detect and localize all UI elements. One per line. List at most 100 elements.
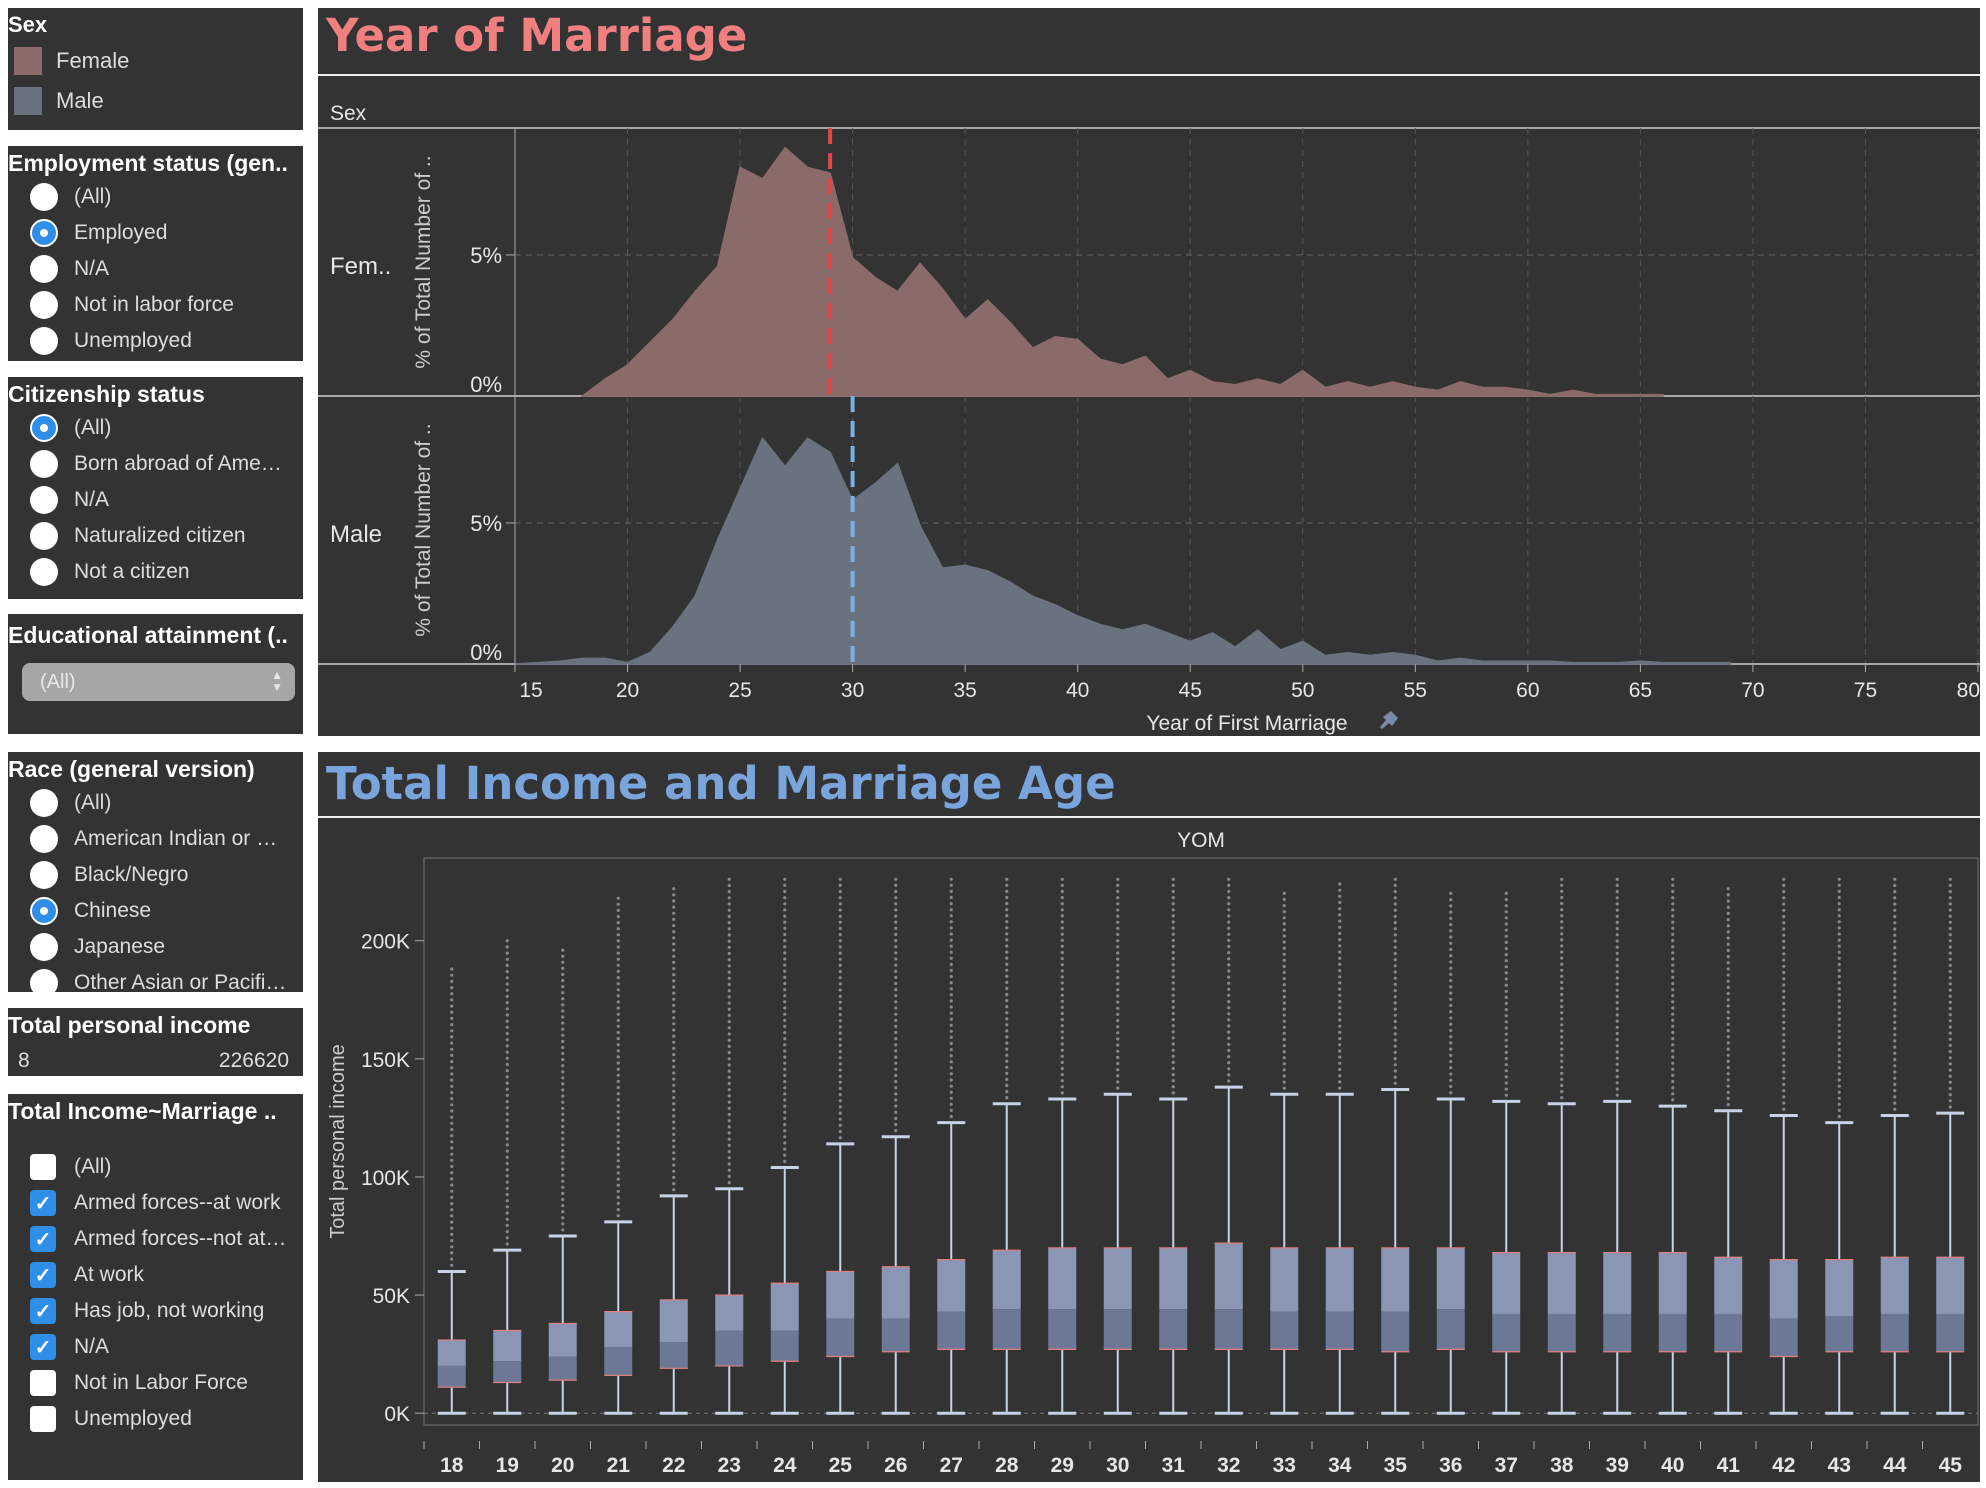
outlier-point	[783, 1049, 787, 1053]
radio-button[interactable]	[30, 897, 58, 925]
checkmark-icon[interactable]: ✓	[30, 1334, 56, 1360]
outlier-point	[1227, 908, 1231, 912]
outlier-point	[1504, 971, 1508, 975]
checkmark-icon[interactable]: ✓	[30, 1190, 56, 1216]
radio-button[interactable]	[30, 183, 58, 211]
outlier-point	[1116, 988, 1120, 992]
box-lower	[1769, 1318, 1798, 1357]
radio-button[interactable]	[30, 291, 58, 319]
outlier-point	[505, 1118, 509, 1122]
race-option[interactable]: American Indian or …	[8, 821, 303, 857]
checkbox[interactable]	[30, 1154, 56, 1180]
outlier-point	[505, 988, 509, 992]
radio-button[interactable]	[30, 327, 58, 355]
race-option[interactable]: (All)	[8, 785, 303, 821]
radio-button[interactable]	[30, 933, 58, 961]
outlier-point	[1060, 969, 1064, 973]
work-filter-option[interactable]: ✓ N/A	[8, 1329, 303, 1365]
race-option[interactable]: Other Asian or Pacifi…	[8, 965, 303, 992]
radio-button[interactable]	[30, 861, 58, 889]
legend-item-female[interactable]: Female	[8, 41, 303, 81]
employment-option[interactable]: (All)	[8, 179, 303, 215]
outlier-point	[616, 1000, 620, 1004]
checkbox[interactable]	[30, 1370, 56, 1396]
income-range[interactable]: 8 226620	[8, 1041, 303, 1073]
citizenship-option[interactable]: Born abroad of Ame…	[8, 446, 303, 482]
outlier-point	[1893, 921, 1897, 925]
outlier-point	[1782, 983, 1786, 987]
outlier-point	[1782, 1070, 1786, 1074]
outlier-point	[949, 1060, 953, 1064]
work-filter-option-label: N/A	[74, 1335, 110, 1358]
radio-button[interactable]	[30, 219, 58, 247]
citizenship-option[interactable]: Not a citizen	[8, 554, 303, 590]
outlier-point	[1227, 1006, 1231, 1010]
outlier-point	[727, 989, 731, 993]
outlier-point	[505, 1143, 509, 1147]
checkmark-icon[interactable]: ✓	[30, 1262, 56, 1288]
outlier-point	[1171, 987, 1175, 991]
outlier-point	[1005, 901, 1009, 906]
outlier-point	[561, 1021, 565, 1025]
outlier-point	[1560, 956, 1564, 960]
outlier-point	[672, 997, 676, 1001]
radio-button[interactable]	[30, 486, 58, 514]
checkbox[interactable]	[30, 1406, 56, 1432]
outlier-point	[561, 1027, 565, 1031]
outlier-point	[1227, 1067, 1231, 1071]
outlier-point	[616, 1079, 620, 1083]
outlier-point	[727, 1001, 731, 1005]
work-filter-option[interactable]: ✓ Armed forces--at work	[8, 1185, 303, 1221]
work-filter-option[interactable]: Not in Labor Force	[8, 1365, 303, 1401]
employment-option[interactable]: N/A	[8, 251, 303, 287]
citizenship-option[interactable]: (All)	[8, 410, 303, 446]
outlier-point	[727, 1181, 731, 1185]
outlier-point	[1393, 883, 1397, 887]
work-filter-panel: Total Income~Marriage .. (All) ✓ Armed for…	[8, 1094, 303, 1480]
outlier-point	[838, 1093, 842, 1097]
radio-button[interactable]	[30, 825, 58, 853]
radio-button[interactable]	[30, 522, 58, 550]
outlier-point	[450, 1121, 454, 1125]
education-dropdown[interactable]: (All) ▲ ▼	[22, 663, 295, 701]
outlier-point	[1560, 992, 1564, 997]
checkmark-icon[interactable]: ✓	[30, 1226, 56, 1252]
citizenship-option[interactable]: Naturalized citizen	[8, 518, 303, 554]
race-option[interactable]: Japanese	[8, 929, 303, 965]
radio-button[interactable]	[30, 558, 58, 586]
radio-button[interactable]	[30, 255, 58, 283]
radio-button[interactable]	[30, 789, 58, 817]
outlier-point	[1948, 1056, 1952, 1060]
legend-item-male[interactable]: Male	[8, 81, 303, 121]
radio-button[interactable]	[30, 414, 58, 442]
outlier-point	[561, 1173, 565, 1177]
work-filter-option[interactable]: ✓ Armed forces--not at…	[8, 1221, 303, 1257]
outlier-point	[616, 1201, 620, 1206]
outlier-point	[672, 979, 676, 983]
citizenship-option[interactable]: N/A	[8, 482, 303, 518]
work-filter-option[interactable]: (All)	[8, 1149, 303, 1185]
outlier-point	[505, 1069, 509, 1073]
outlier-point	[783, 1110, 787, 1114]
outlier-point	[727, 902, 731, 906]
outlier-point	[672, 1096, 676, 1100]
work-filter-option[interactable]: ✓ Has job, not working	[8, 1293, 303, 1329]
race-option[interactable]: Chinese	[8, 893, 303, 929]
outlier-point	[949, 1041, 953, 1046]
radio-button[interactable]	[30, 969, 58, 992]
employment-option[interactable]: Not in labor force	[8, 287, 303, 323]
outlier-point	[783, 1092, 787, 1096]
checkmark-icon[interactable]: ✓	[30, 1298, 56, 1324]
income-filter-panel: Total personal income 8 226620	[8, 1008, 303, 1076]
outlier-point	[616, 1122, 620, 1126]
radio-button[interactable]	[30, 450, 58, 478]
work-filter-option[interactable]: ✓ At work	[8, 1257, 303, 1293]
outlier-point	[1782, 1064, 1786, 1068]
work-filter-option[interactable]: Unemployed	[8, 1401, 303, 1437]
outlier-point	[505, 1192, 509, 1197]
race-option[interactable]: Black/Negro	[8, 857, 303, 893]
employment-option[interactable]: Employed	[8, 215, 303, 251]
outlier-point	[949, 987, 953, 991]
box-upper	[1159, 1247, 1188, 1310]
employment-option[interactable]: Unemployed	[8, 323, 303, 359]
